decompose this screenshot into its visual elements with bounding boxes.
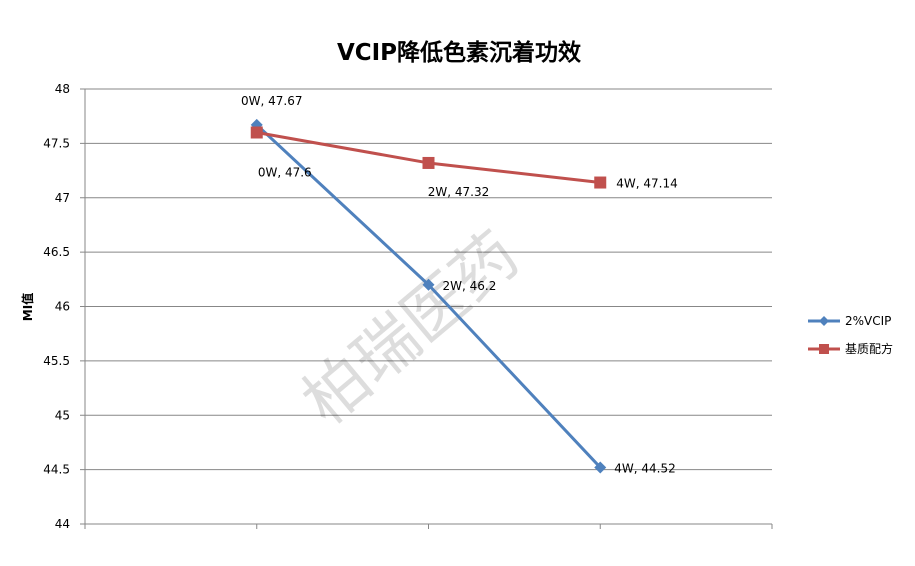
data-point-marker (422, 278, 435, 291)
y-tick-label: 45 (55, 408, 70, 422)
series-layer (250, 118, 607, 474)
y-tick-label: 44 (55, 517, 70, 531)
legend-marker (819, 344, 829, 354)
data-label: 2W, 47.32 (428, 185, 489, 199)
data-label: 4W, 44.52 (614, 461, 675, 475)
gridlines (85, 88, 772, 471)
y-tick-label: 45.5 (43, 354, 70, 368)
y-axis-label: MI值 (20, 293, 35, 321)
legend-label: 基质配方 (845, 341, 893, 356)
data-point-marker (422, 156, 435, 169)
chart-title: VCIP降低色素沉着功效 (337, 39, 581, 66)
data-label: 0W, 47.6 (258, 166, 312, 180)
data-label: 0W, 47.67 (241, 94, 302, 108)
data-point-marker (250, 126, 263, 139)
legend-marker (819, 316, 829, 326)
legend: 2%VCIP 基质配方 (808, 314, 893, 356)
y-tick-label: 47.5 (43, 136, 70, 150)
y-tick-label: 46 (55, 300, 70, 314)
y-tick-label: 47 (55, 191, 70, 205)
legend-label: 2%VCIP (845, 314, 891, 328)
data-point-marker (594, 461, 607, 474)
y-tick-label: 46.5 (43, 245, 70, 259)
data-labels: 0W, 47.67 2W, 46.2 4W, 44.52 0W, 47.6 2W, 47… (241, 94, 678, 476)
watermark: 柏瑞医药 (290, 218, 534, 439)
watermark-text: 柏瑞医药 (290, 218, 534, 439)
data-label: 2W, 46.2 (443, 279, 497, 293)
y-tick-label: 48 (55, 82, 70, 96)
axes: 44 44.5 45 45.5 46 46.5 47 47.5 48 (43, 82, 773, 531)
data-point-marker (594, 176, 607, 189)
y-tick-label: 44.5 (43, 463, 70, 477)
data-label: 4W, 47.14 (616, 177, 677, 191)
